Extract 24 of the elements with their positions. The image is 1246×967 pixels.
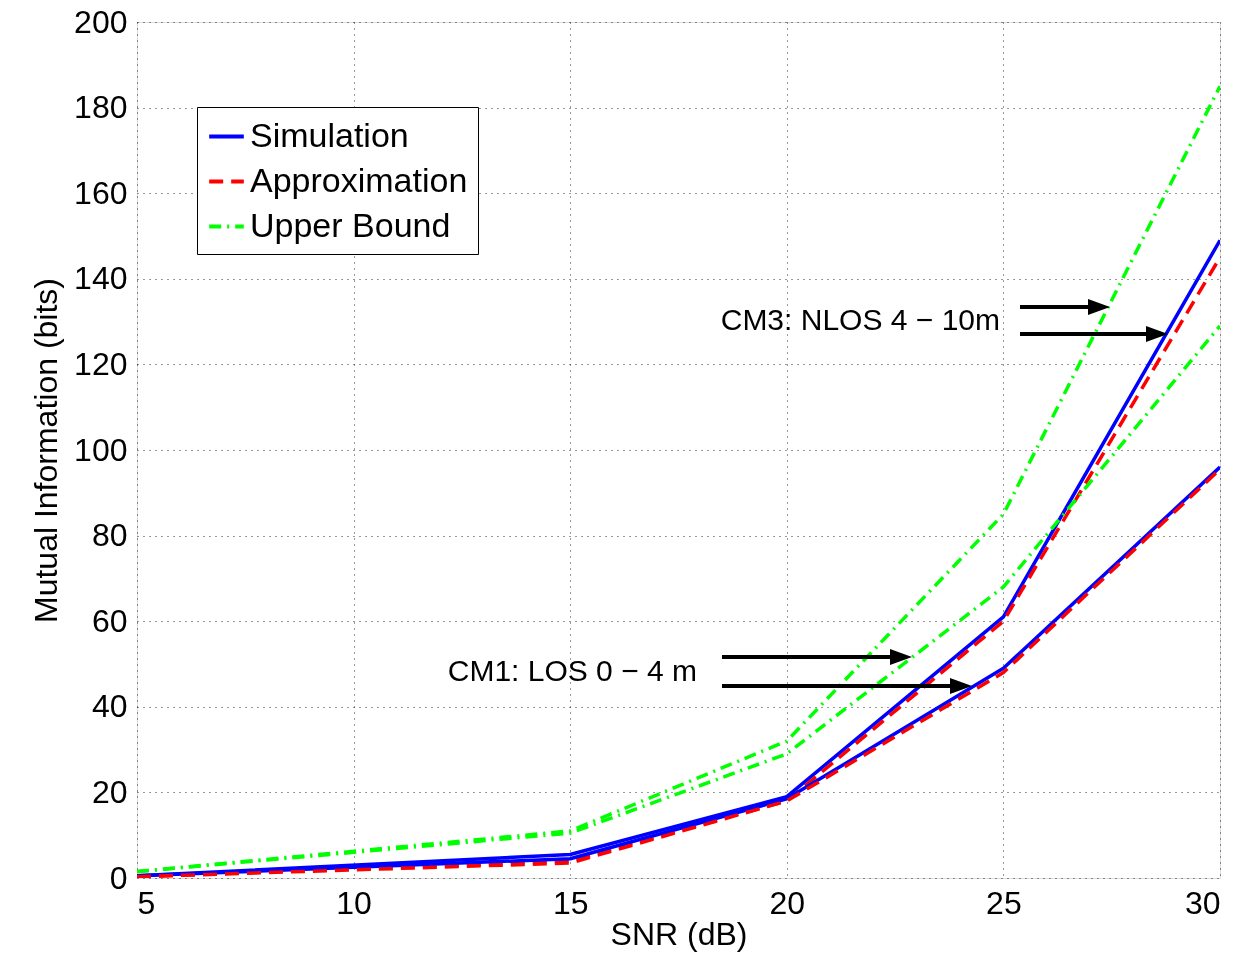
y-tick-label: 80 [91, 517, 128, 554]
y-tick-label: 140 [74, 260, 128, 297]
y-tick-label: 60 [91, 602, 128, 639]
annotation: CM1: LOS 0 − 4 m [447, 654, 697, 687]
x-axis-title: SNR (dB) [610, 915, 748, 952]
y-tick-label: 0 [109, 859, 128, 896]
x-tick-label: 5 [137, 884, 156, 921]
y-tick-label: 20 [91, 773, 128, 810]
x-tick-label: 20 [769, 884, 806, 921]
y-tick-label: 160 [74, 174, 128, 211]
legend-label: Upper Bound [250, 205, 451, 244]
x-tick-label: 30 [1184, 884, 1221, 921]
y-axis-title: Mutual Information (bits) [28, 277, 65, 624]
y-tick-label: 40 [91, 688, 128, 725]
y-tick-label: 200 [74, 3, 128, 40]
legend-label: Approximation [250, 160, 468, 199]
y-tick-label: 100 [74, 431, 128, 468]
x-tick-label: 15 [552, 884, 589, 921]
x-tick-label: 25 [986, 884, 1022, 921]
y-tick-label: 180 [74, 89, 128, 126]
y-tick-label: 120 [74, 345, 128, 382]
annotation: CM3: NLOS 4 − 10m [720, 303, 1000, 336]
legend-label: Simulation [250, 115, 409, 154]
x-tick-label: 10 [336, 884, 372, 921]
